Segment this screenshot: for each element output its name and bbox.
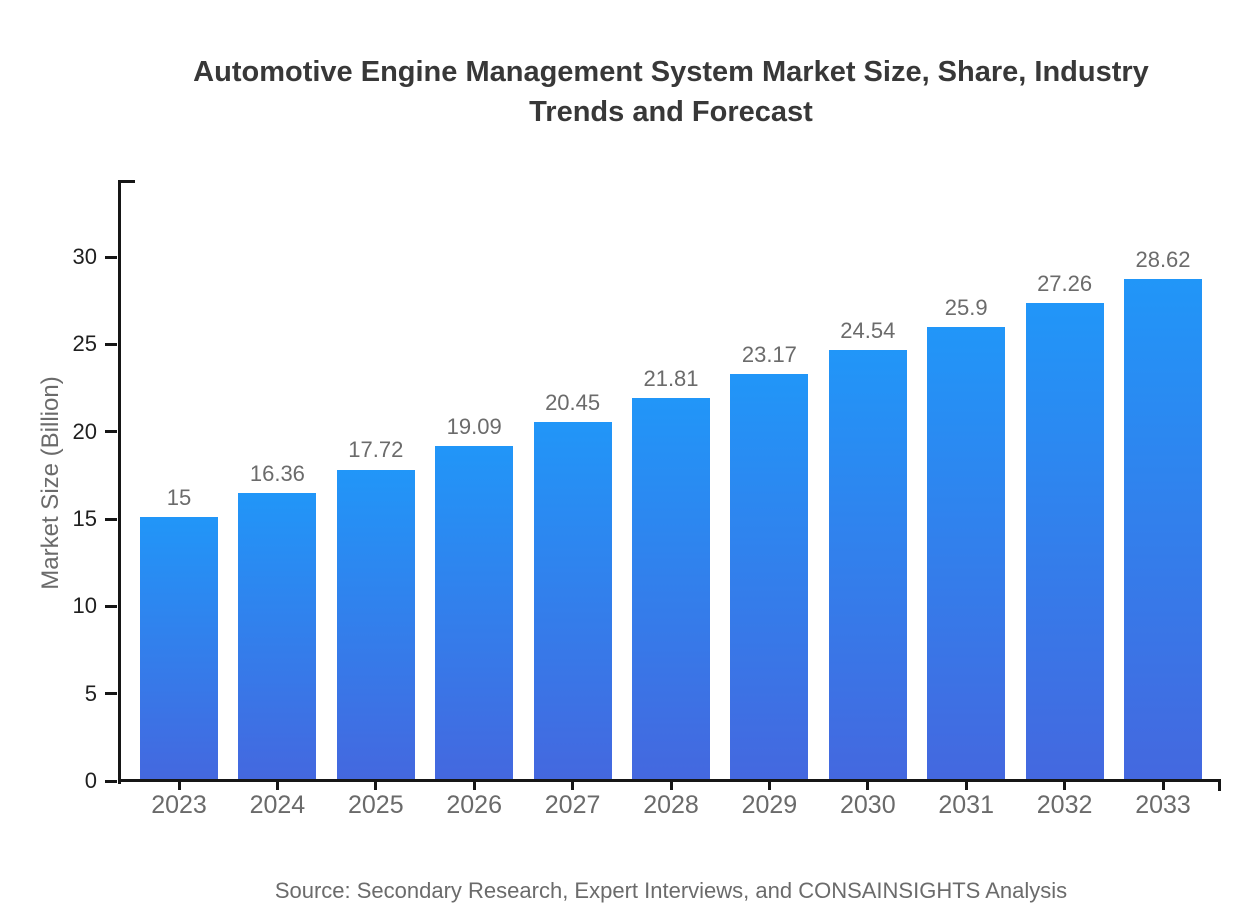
y-tick-mark xyxy=(105,255,117,259)
y-tick-label: 30 xyxy=(72,244,97,269)
bar-value-label: 17.72 xyxy=(348,437,404,463)
bar-2023 xyxy=(140,517,218,779)
x-tick-mark xyxy=(1161,781,1165,790)
bar-2031 xyxy=(927,326,1006,779)
y-tick-mark xyxy=(105,517,117,521)
x-tick-mark xyxy=(472,781,476,790)
x-tick-mark xyxy=(669,781,673,790)
bar-value-label: 25.9 xyxy=(944,294,988,320)
x-tick-label: 2023 xyxy=(151,791,207,819)
x-tick-label: 2028 xyxy=(643,791,699,819)
bar-value-label: 28.62 xyxy=(1135,247,1191,273)
y-tick-label: 25 xyxy=(72,331,97,357)
x-tick-mark xyxy=(866,781,870,790)
bar-value-label: 23.17 xyxy=(741,342,797,368)
bar-value-label: 21.81 xyxy=(643,366,699,392)
x-tick-label: 2030 xyxy=(839,791,896,819)
x-tick-label: 2033 xyxy=(1135,791,1191,819)
x-axis-end-tick xyxy=(1218,781,1221,791)
bar-2033 xyxy=(1124,279,1202,779)
bar-2026 xyxy=(435,445,514,779)
x-tick-label: 2032 xyxy=(1036,791,1093,819)
x-tick-mark xyxy=(767,781,771,790)
y-tick-label: 20 xyxy=(72,418,97,444)
chart-title-text: Automotive Engine Management System Mark… xyxy=(193,56,1149,128)
x-tick-mark xyxy=(571,781,575,790)
x-tick-label: 2025 xyxy=(347,791,404,819)
bar-value-label: 24.54 xyxy=(840,318,896,344)
bar-value-label: 15 xyxy=(166,485,192,510)
bar-value-label: 20.45 xyxy=(545,389,601,415)
x-tick-label: 2027 xyxy=(544,791,601,819)
y-tick-label: 15 xyxy=(72,506,97,531)
y-axis-line xyxy=(118,180,121,784)
y-tick-mark xyxy=(105,342,117,346)
source-note: Source: Secondary Research, Expert Inter… xyxy=(274,878,1068,903)
bar-2030 xyxy=(828,350,907,779)
y-axis-top-cap xyxy=(118,180,135,183)
x-tick-label: 2029 xyxy=(741,791,798,819)
y-tick-mark xyxy=(105,692,117,696)
x-tick-label: 2024 xyxy=(249,791,306,819)
bar-value-label: 27.26 xyxy=(1037,270,1093,296)
x-tick-label: 2031 xyxy=(938,791,994,819)
bar-2029 xyxy=(730,374,809,779)
y-tick-label: 10 xyxy=(72,593,97,619)
bar-2032 xyxy=(1025,302,1104,779)
y-tick-mark xyxy=(105,779,117,783)
y-tick-mark xyxy=(105,604,117,608)
x-tick-mark xyxy=(964,781,968,790)
x-tick-mark xyxy=(177,781,181,790)
bar-value-label: 16.36 xyxy=(249,461,305,487)
plot-area: 0 5 10 15 20 25 30 15 2023 16.36 2024 17.72 2025 19.… xyxy=(73,180,1221,819)
bar-2025 xyxy=(336,469,415,779)
y-axis-title: Market Size (Billion) xyxy=(37,376,64,590)
bar-2028 xyxy=(632,398,710,779)
y-tick-label: 0 xyxy=(84,768,97,793)
x-tick-mark xyxy=(1063,781,1067,790)
bar-2024 xyxy=(238,493,317,779)
y-tick-mark xyxy=(105,430,117,434)
x-tick-mark xyxy=(374,781,378,790)
y-tick-label: 5 xyxy=(84,680,97,706)
chart-title: Automotive Engine Management System Mark… xyxy=(121,52,1221,132)
x-tick-mark xyxy=(275,781,279,790)
bar-2027 xyxy=(533,421,612,779)
x-axis-line xyxy=(118,779,1221,782)
bar-value-label: 19.09 xyxy=(446,413,502,439)
x-tick-label: 2026 xyxy=(446,791,502,819)
